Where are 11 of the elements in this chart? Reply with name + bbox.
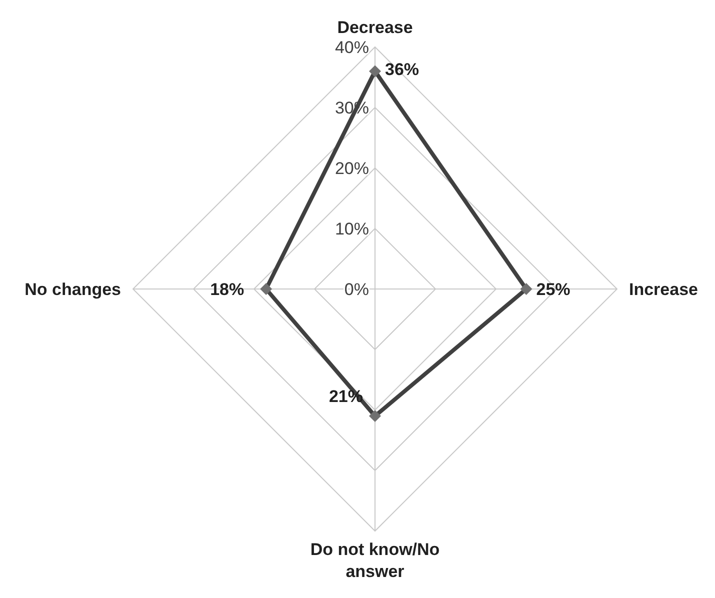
spoke-label: Do not know/No answer [310,540,440,581]
data-label: 36% [385,60,420,80]
spoke-label: Decrease [337,18,413,37]
y-tick-label: 20% [334,158,369,178]
spoke-label: No changes [24,280,121,299]
spoke-label: Increase [629,280,698,299]
y-tick-label: 0% [344,280,369,299]
data-label: 18% [210,280,244,299]
data-label: 25% [536,280,570,299]
y-tick-label: 10% [334,219,369,238]
y-tick-label: 40% [334,38,369,57]
